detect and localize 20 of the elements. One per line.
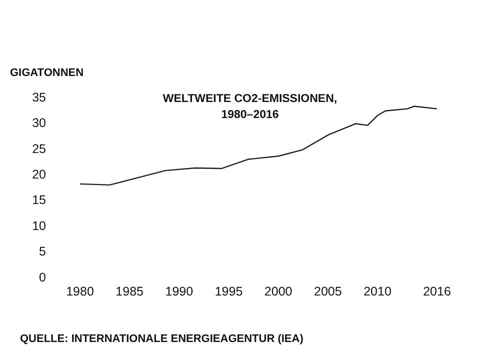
x-tick-label: 1995 xyxy=(214,284,243,298)
x-tick-label: 1990 xyxy=(165,284,194,298)
x-tick-label: 2005 xyxy=(314,284,342,298)
x-tick-label: 2010 xyxy=(364,284,392,298)
y-tick-label: 0 xyxy=(39,270,46,284)
x-tick-label: 2016 xyxy=(423,284,451,298)
y-tick-label: 25 xyxy=(32,142,46,156)
y-tick-label: 10 xyxy=(32,218,46,233)
x-tick-label: 2000 xyxy=(264,284,292,298)
source-note: QUELLE: INTERNATIONALE ENERGIEAGENTUR (IEA) xyxy=(20,333,304,345)
y-tick-label: 5 xyxy=(39,244,46,259)
y-tick-label: 20 xyxy=(32,168,46,182)
x-tick-label: 1980 xyxy=(66,284,94,298)
y-tick-label: 35 xyxy=(32,90,46,104)
line-series xyxy=(79,106,438,186)
y-tick-label: 15 xyxy=(32,193,46,208)
x-tick-label: 1985 xyxy=(116,284,144,298)
y-axis-title: GIGATONNEN xyxy=(10,67,84,79)
y-tick-label: 30 xyxy=(32,116,46,130)
chart-title: WELTWEITE CO2-EMISSIONEN, 1980–2016 xyxy=(162,93,338,121)
